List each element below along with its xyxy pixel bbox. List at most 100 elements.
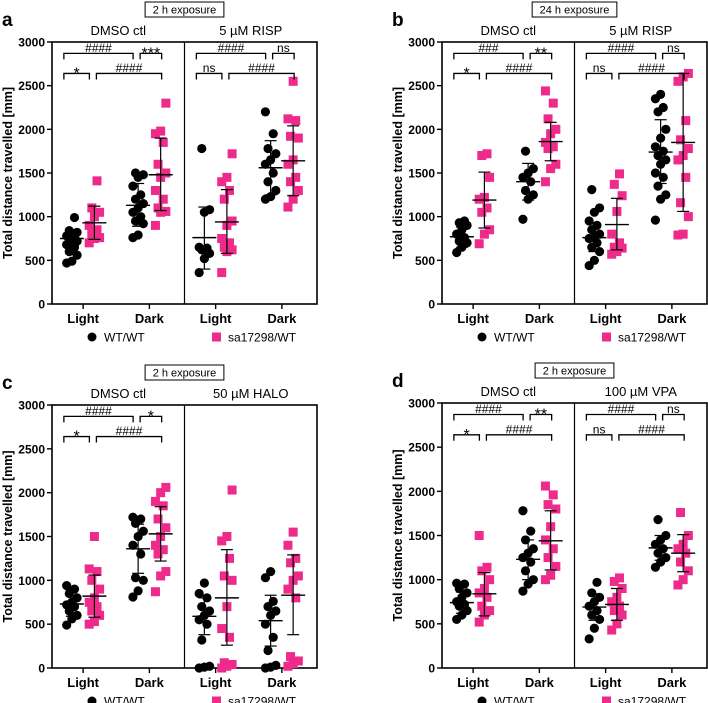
data-point-circle bbox=[69, 212, 80, 223]
data-point-circle bbox=[459, 579, 470, 589]
data-point-square bbox=[607, 625, 617, 635]
data-point-square bbox=[678, 575, 688, 585]
data-point-circle bbox=[520, 146, 531, 156]
data-point-square bbox=[161, 168, 171, 178]
data-point-square bbox=[222, 532, 232, 541]
condition-title: 100 µM VPA bbox=[605, 384, 678, 399]
x-tick-label: Light bbox=[200, 311, 232, 326]
significance-bracket bbox=[485, 434, 553, 441]
legend-sa-label: sa17298/WT bbox=[618, 695, 687, 703]
data-point-square bbox=[543, 144, 553, 154]
x-tick-label: Dark bbox=[525, 675, 555, 690]
significance-label: #### bbox=[116, 61, 143, 75]
data-point-square bbox=[84, 619, 94, 629]
significance-label: #### bbox=[638, 422, 665, 436]
data-point-square bbox=[217, 536, 227, 546]
group-wt-light bbox=[582, 577, 607, 644]
data-point-circle bbox=[136, 212, 146, 222]
data-point-square bbox=[551, 561, 561, 571]
significance-bracket bbox=[453, 72, 481, 80]
data-point-circle bbox=[197, 143, 207, 154]
data-point-circle bbox=[518, 586, 528, 596]
data-point-square bbox=[225, 553, 234, 563]
data-point-square bbox=[551, 159, 561, 169]
data-point-circle bbox=[661, 124, 671, 134]
group-wt-light bbox=[192, 143, 217, 278]
significance-label: #### bbox=[85, 41, 112, 55]
data-point-square bbox=[477, 207, 487, 217]
data-point-square bbox=[95, 233, 105, 243]
y-tick-label: 1500 bbox=[18, 167, 45, 181]
y-tick-label: 3000 bbox=[18, 36, 45, 50]
data-point-square bbox=[161, 482, 171, 492]
data-point-circle bbox=[130, 168, 141, 178]
data-point-circle bbox=[72, 250, 82, 260]
group-wt-dark bbox=[516, 146, 541, 224]
data-point-circle bbox=[271, 185, 281, 196]
significance-label: * bbox=[74, 65, 80, 82]
significance-bracket bbox=[585, 52, 657, 60]
data-point-square bbox=[217, 234, 227, 243]
data-point-square bbox=[548, 490, 558, 500]
data-point-circle bbox=[133, 586, 143, 596]
significance-bracket bbox=[618, 72, 685, 80]
group-wt-light bbox=[59, 212, 84, 268]
legend-sa-marker bbox=[212, 696, 221, 703]
legend-sa-label: sa17298/WT bbox=[228, 695, 297, 703]
data-point-square bbox=[158, 501, 168, 511]
y-tick-label: 1500 bbox=[408, 167, 435, 181]
y-tick-label: 0 bbox=[428, 662, 435, 676]
data-point-square bbox=[87, 229, 97, 239]
group-sa-dark bbox=[671, 68, 696, 240]
significance-bracket bbox=[139, 415, 163, 423]
significance-label: #### bbox=[506, 61, 533, 75]
y-tick-label: 3000 bbox=[18, 399, 45, 413]
significance-label: *** bbox=[142, 45, 161, 62]
data-point-circle bbox=[268, 632, 278, 642]
data-point-square bbox=[150, 587, 160, 597]
legend-wt-marker bbox=[477, 696, 487, 703]
group-sa-light bbox=[472, 531, 497, 627]
data-point-circle bbox=[263, 177, 273, 187]
x-tick-label: Dark bbox=[657, 311, 687, 326]
data-point-square bbox=[87, 203, 97, 213]
y-tick-label: 0 bbox=[428, 298, 435, 312]
exposure-label: 24 h exposure bbox=[540, 5, 610, 17]
significance-label: ns bbox=[667, 402, 680, 416]
data-point-square bbox=[84, 564, 94, 574]
y-tick-label: 2500 bbox=[18, 442, 45, 456]
data-point-square bbox=[485, 606, 495, 616]
data-point-circle bbox=[594, 614, 605, 625]
data-point-circle bbox=[202, 243, 212, 253]
data-point-square bbox=[225, 632, 234, 642]
data-point-circle bbox=[518, 506, 528, 516]
data-point-square bbox=[673, 580, 683, 590]
legend-sa-marker bbox=[602, 696, 611, 703]
data-point-square bbox=[84, 238, 94, 248]
data-point-square bbox=[683, 212, 693, 222]
significance-label: * bbox=[464, 65, 470, 82]
significance-bracket bbox=[228, 72, 295, 80]
data-point-circle bbox=[260, 107, 271, 117]
data-point-square bbox=[609, 576, 619, 586]
data-point-square bbox=[676, 508, 686, 518]
significance-bracket bbox=[453, 413, 524, 421]
data-point-square bbox=[291, 553, 301, 563]
y-tick-label: 1500 bbox=[408, 529, 435, 543]
x-tick-label: Dark bbox=[135, 311, 165, 326]
data-point-circle bbox=[194, 588, 204, 599]
data-point-circle bbox=[594, 592, 605, 602]
data-point-square bbox=[474, 617, 484, 627]
data-point-circle bbox=[587, 588, 597, 598]
data-point-square bbox=[612, 619, 622, 629]
y-tick-label: 0 bbox=[38, 298, 45, 312]
data-point-square bbox=[293, 185, 303, 195]
data-point-square bbox=[153, 203, 163, 213]
data-point-square bbox=[617, 243, 627, 253]
data-point-square bbox=[156, 126, 166, 136]
group-sa-light bbox=[604, 573, 629, 635]
data-point-circle bbox=[459, 216, 470, 226]
data-point-square bbox=[158, 194, 168, 204]
